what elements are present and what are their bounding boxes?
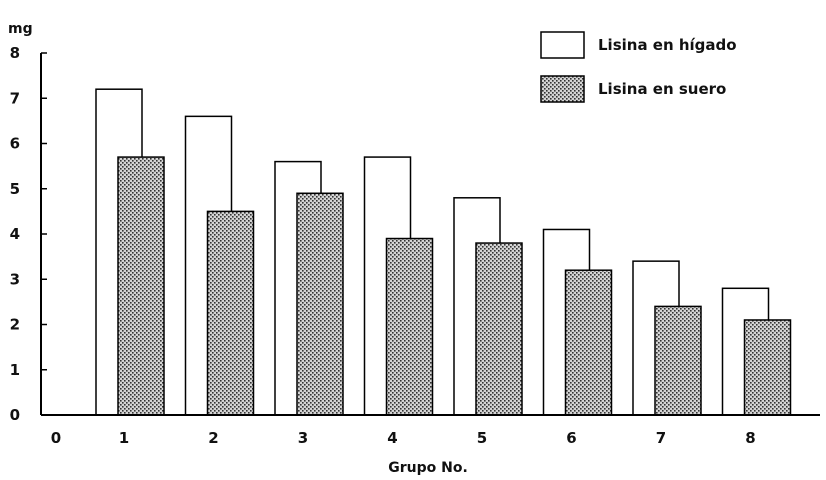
bar-lisina-suero [206, 210, 255, 416]
x-tick-label: 7 [656, 429, 666, 447]
bars-group [95, 88, 792, 416]
y-tick-label: 0 [10, 406, 20, 424]
y-tick-label: 6 [10, 135, 20, 153]
y-tick-label: 7 [10, 89, 20, 107]
legend-label-suero: Lisina en suero [598, 80, 726, 98]
y-tick-label: 2 [10, 316, 20, 334]
legend-swatch-higado [540, 31, 585, 59]
bar-lisina-suero [296, 192, 344, 416]
x-tick-label: 6 [566, 429, 576, 447]
bar-lisina-suero [475, 242, 523, 416]
x-tick-label: 1 [119, 429, 129, 447]
x-tick-label: 3 [298, 429, 308, 447]
y-axis-title: mg [8, 21, 33, 37]
y-tick-label: 1 [10, 361, 20, 379]
x-axis-title: Grupo No. [388, 460, 468, 476]
y-tick-label: 5 [10, 180, 20, 198]
bar-lisina-suero [654, 305, 702, 416]
x-axis-ticks: 1 2 3 4 5 6 7 8 [119, 429, 756, 447]
x-tick-label: 2 [208, 429, 218, 447]
x-tick-label: 5 [477, 429, 487, 447]
legend: Lisina en hígado Lisina en suero [540, 31, 737, 103]
x-origin-label: 0 [51, 429, 61, 447]
bar-lisina-suero [117, 156, 165, 416]
y-axis-ticks: 0 1 2 3 4 5 6 7 8 [10, 44, 47, 424]
bar-lisina-suero [564, 269, 613, 416]
y-tick-label: 8 [10, 44, 20, 62]
x-tick-label: 4 [387, 429, 397, 447]
legend-swatch-suero [540, 75, 585, 103]
y-tick-label: 3 [10, 270, 20, 288]
bar-lisina-suero [385, 237, 434, 416]
bar-lisina-suero [743, 319, 792, 416]
y-tick-label: 4 [10, 225, 20, 243]
legend-label-higado: Lisina en hígado [598, 36, 737, 54]
x-tick-label: 8 [745, 429, 755, 447]
